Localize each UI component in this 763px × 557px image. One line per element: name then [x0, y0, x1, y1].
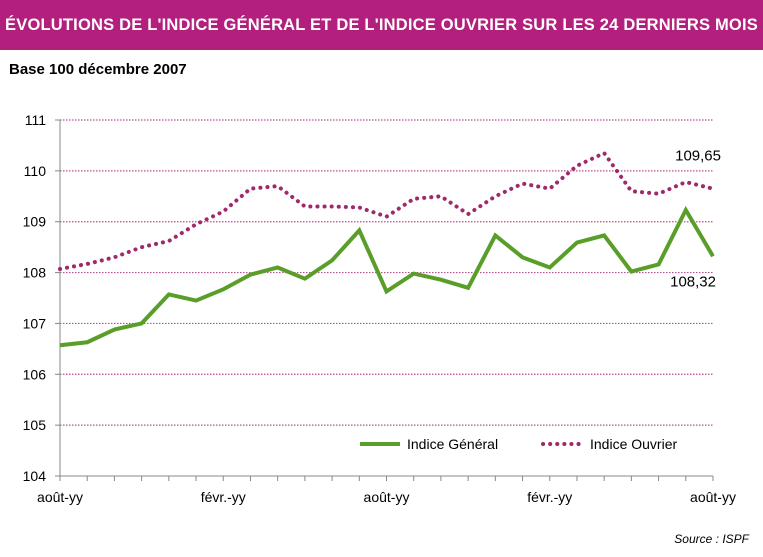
- legend-label-indice-ouvrier: Indice Ouvrier: [590, 436, 677, 452]
- x-tick-label: févr.-yy: [201, 489, 246, 505]
- y-tick-label: 105: [23, 417, 47, 433]
- end-label-indice-ouvrier: 109,65: [675, 148, 721, 165]
- y-tick-label: 110: [24, 163, 47, 179]
- x-tick-label: août-yy: [690, 489, 736, 505]
- y-tick-label: 106: [23, 366, 47, 382]
- x-tick-label: août-yy: [364, 489, 410, 505]
- y-tick-label: 107: [23, 315, 47, 331]
- x-tick-label: févr.-yy: [527, 489, 572, 505]
- x-tick-label: août-yy: [37, 489, 83, 505]
- chart-subtitle: Base 100 décembre 2007: [9, 61, 187, 78]
- y-tick-label: 111: [25, 112, 46, 128]
- chart-title: ÉVOLUTIONS DE L'INDICE GÉNÉRAL ET DE L'I…: [0, 0, 763, 50]
- legend-label-indice-general: Indice Général: [407, 436, 498, 452]
- y-tick-label: 108: [23, 265, 47, 281]
- series-line-indice-general: [59, 205, 715, 348]
- source-note: Source : ISPF: [674, 532, 749, 546]
- y-tick-label: 109: [23, 214, 47, 230]
- end-label-indice-general: 108,32: [670, 273, 716, 290]
- y-tick-label: 104: [23, 468, 47, 484]
